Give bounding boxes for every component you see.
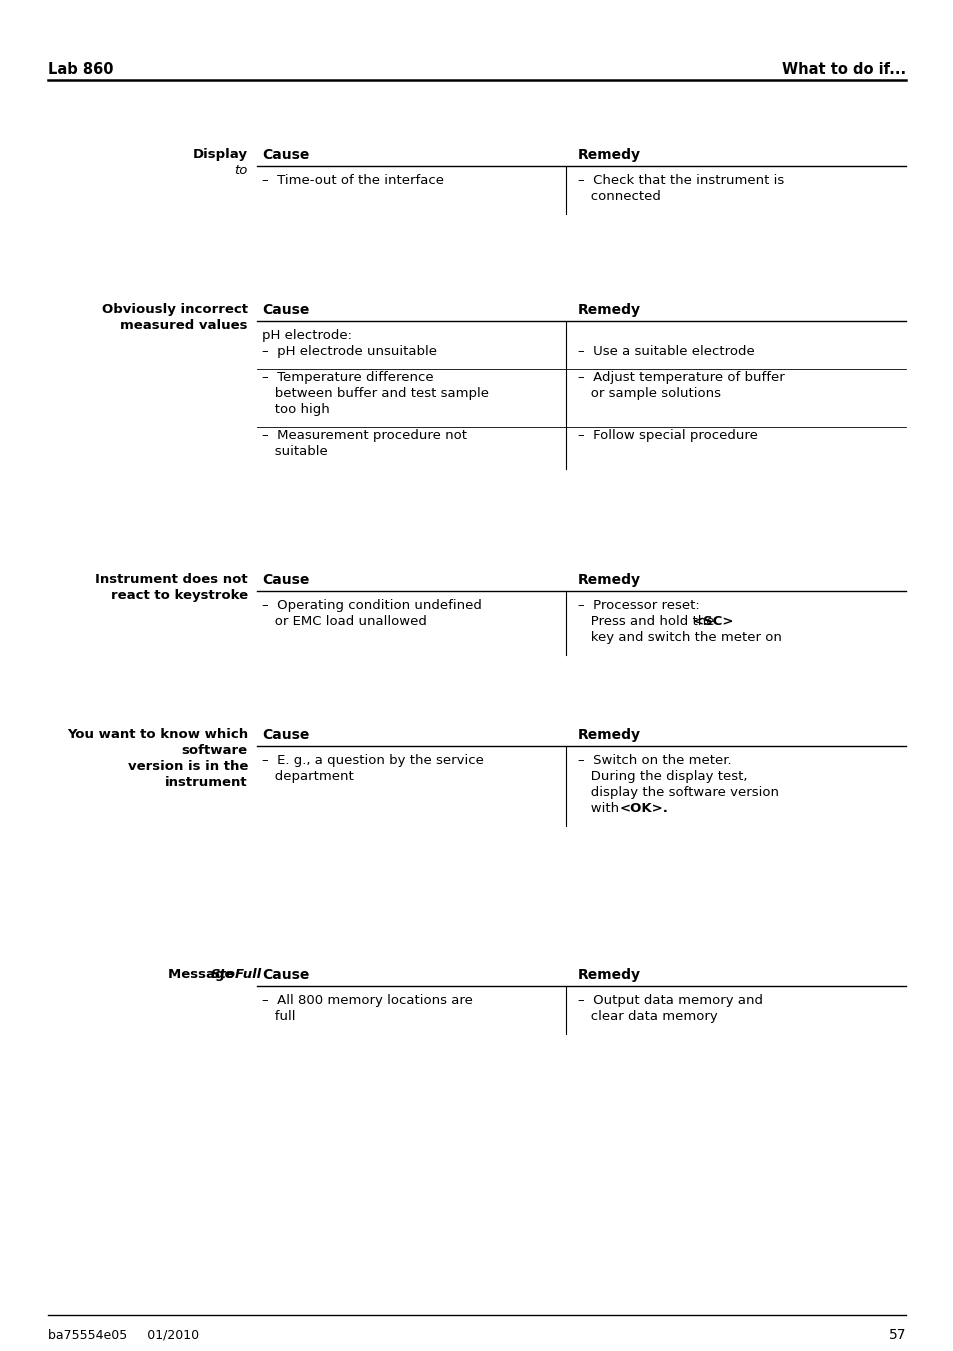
Text: instrument: instrument: [165, 775, 248, 789]
Text: –  Processor reset:: – Processor reset:: [578, 598, 699, 612]
Text: Cause: Cause: [262, 573, 309, 586]
Text: –  Adjust temperature of buffer: – Adjust temperature of buffer: [578, 372, 784, 384]
Text: too high: too high: [262, 403, 330, 416]
Text: –  Output data memory and: – Output data memory and: [578, 994, 762, 1006]
Text: –  All 800 memory locations are: – All 800 memory locations are: [262, 994, 473, 1006]
Text: pH electrode:: pH electrode:: [262, 330, 352, 342]
Text: Message: Message: [168, 969, 238, 981]
Text: –  Time-out of the interface: – Time-out of the interface: [262, 174, 443, 186]
Text: full: full: [262, 1011, 295, 1023]
Text: react to keystroke: react to keystroke: [111, 589, 248, 603]
Text: Obviously incorrect: Obviously incorrect: [102, 303, 248, 316]
Text: –  pH electrode unsuitable: – pH electrode unsuitable: [262, 345, 436, 358]
Text: ba75554e05     01/2010: ba75554e05 01/2010: [48, 1328, 199, 1342]
Text: to: to: [234, 163, 248, 177]
Text: –  Check that the instrument is: – Check that the instrument is: [578, 174, 783, 186]
Text: –  Use a suitable electrode: – Use a suitable electrode: [578, 345, 754, 358]
Text: Press and hold the: Press and hold the: [578, 615, 718, 628]
Text: Remedy: Remedy: [578, 728, 640, 742]
Text: display the software version: display the software version: [578, 786, 779, 798]
Text: –  Follow special procedure: – Follow special procedure: [578, 430, 757, 442]
Text: key and switch the meter on: key and switch the meter on: [578, 631, 781, 644]
Text: –  Measurement procedure not: – Measurement procedure not: [262, 430, 467, 442]
Text: Remedy: Remedy: [578, 303, 640, 317]
Text: During the display test,: During the display test,: [578, 770, 747, 784]
Text: suitable: suitable: [262, 444, 328, 458]
Text: Cause: Cause: [262, 149, 309, 162]
Text: Cause: Cause: [262, 969, 309, 982]
Text: –  Operating condition undefined: – Operating condition undefined: [262, 598, 481, 612]
Text: You want to know which: You want to know which: [67, 728, 248, 740]
Text: or EMC load unallowed: or EMC load unallowed: [262, 615, 426, 628]
Text: between buffer and test sample: between buffer and test sample: [262, 386, 489, 400]
Text: version is in the: version is in the: [128, 761, 248, 773]
Text: department: department: [262, 770, 354, 784]
Text: –  Switch on the meter.: – Switch on the meter.: [578, 754, 731, 767]
Text: <SC>: <SC>: [692, 615, 734, 628]
Text: Remedy: Remedy: [578, 573, 640, 586]
Text: Remedy: Remedy: [578, 969, 640, 982]
Text: clear data memory: clear data memory: [578, 1011, 717, 1023]
Text: What to do if...: What to do if...: [781, 62, 905, 77]
Text: 57: 57: [887, 1328, 905, 1342]
Text: Display: Display: [193, 149, 248, 161]
Text: Instrument does not: Instrument does not: [95, 573, 248, 586]
Text: connected: connected: [578, 190, 660, 203]
Text: <OK>.: <OK>.: [619, 802, 668, 815]
Text: –  Temperature difference: – Temperature difference: [262, 372, 434, 384]
Text: measured values: measured values: [120, 319, 248, 332]
Text: Cause: Cause: [262, 728, 309, 742]
Text: Lab 860: Lab 860: [48, 62, 113, 77]
Text: StoFull: StoFull: [211, 969, 262, 981]
Text: Cause: Cause: [262, 303, 309, 317]
Text: –  E. g., a question by the service: – E. g., a question by the service: [262, 754, 483, 767]
Text: or sample solutions: or sample solutions: [578, 386, 720, 400]
Text: software: software: [182, 744, 248, 757]
Text: Remedy: Remedy: [578, 149, 640, 162]
Text: with: with: [578, 802, 622, 815]
